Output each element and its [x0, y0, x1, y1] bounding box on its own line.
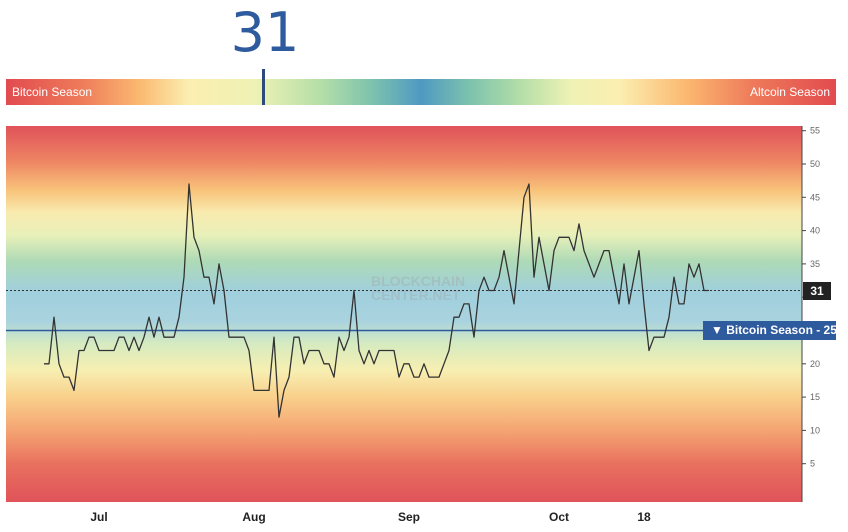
index-value: 31 — [230, 1, 300, 64]
watermark-line-1: BLOCKCHAIN — [371, 273, 466, 289]
y-tick-label: 50 — [810, 159, 820, 169]
y-tick-label: 45 — [810, 192, 820, 202]
watermark-line-2: CENTER.NET — [371, 287, 461, 303]
y-tick-label: 15 — [810, 392, 820, 402]
chart-area: BLOCKCHAIN CENTER.NET 510152025303540455… — [6, 126, 842, 502]
chart-svg: 510152025303540455055 — [6, 126, 820, 502]
y-tick-label: 10 — [810, 425, 820, 435]
season-gradient-bar: Bitcoin Season Altcoin Season — [6, 79, 836, 105]
x-tick-label: Jul — [90, 510, 107, 524]
current-value-badge: 31 — [803, 281, 831, 300]
y-tick-label: 55 — [810, 126, 820, 136]
index-line-series — [44, 183, 709, 418]
y-tick-label: 40 — [810, 226, 820, 236]
y-tick-label: 5 — [810, 459, 815, 469]
y-tick-label: 35 — [810, 259, 820, 269]
watermark: BLOCKCHAIN CENTER.NET — [371, 274, 465, 302]
x-tick-label: Oct — [549, 510, 569, 524]
x-tick-label: 18 — [637, 510, 651, 524]
bitcoin-season-label: Bitcoin Season — [12, 85, 93, 99]
x-axis: Jul Aug Sep Oct 18 — [90, 510, 651, 524]
index-marker — [261, 69, 265, 105]
bitcoin-season-threshold-badge: ▼ Bitcoin Season - 25 — [703, 321, 837, 340]
altcoin-season-label: Altcoin Season — [749, 85, 830, 99]
x-tick-label: Aug — [242, 510, 265, 524]
y-tick-label: 20 — [810, 359, 820, 369]
x-tick-label: Sep — [398, 510, 420, 524]
